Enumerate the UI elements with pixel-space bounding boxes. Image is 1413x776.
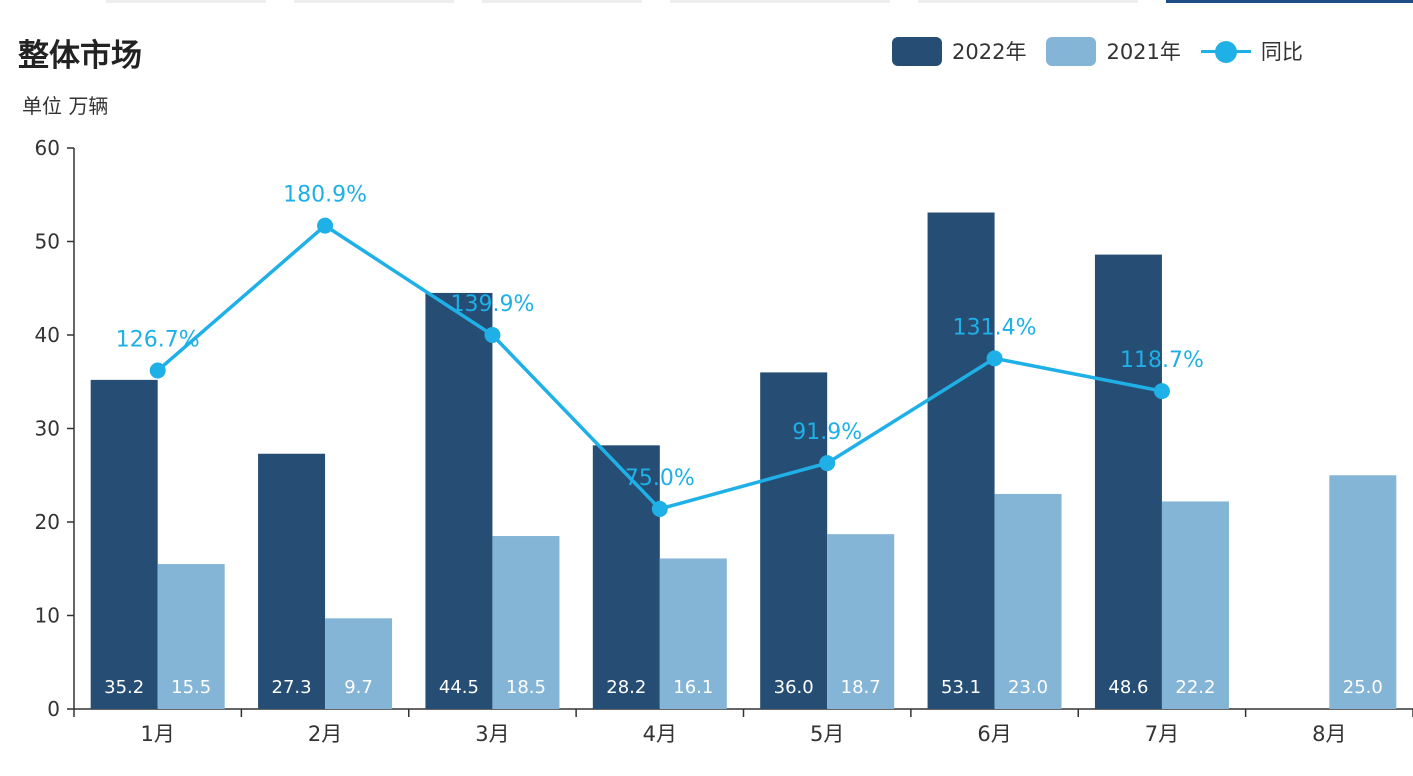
chart-title: 整体市场	[18, 38, 142, 74]
legend-label-2021: 2021年	[1106, 40, 1181, 64]
bar-2021-label: 18.7	[841, 677, 881, 698]
yoy-label: 180.9%	[283, 183, 367, 208]
legend-swatch-2022	[892, 36, 942, 66]
bar-2022-label: 36.0	[774, 677, 814, 698]
y-tick-label: 0	[47, 697, 60, 721]
bar-2022-label: 27.3	[272, 677, 312, 698]
tab-1[interactable]	[106, 0, 266, 3]
yoy-label: 131.4%	[953, 315, 1037, 340]
yoy-point	[651, 500, 668, 517]
bar-2022-label: 48.6	[1108, 677, 1148, 698]
yoy-label: 139.9%	[450, 292, 534, 317]
bar-2022	[592, 445, 660, 709]
yoy-label: 126.7%	[116, 328, 200, 353]
y-tick-label: 50	[35, 230, 60, 254]
x-tick-label: 7月	[1145, 722, 1179, 746]
yoy-point	[819, 455, 836, 472]
legend-item-yoy[interactable]: 同比	[1200, 36, 1303, 66]
bar-2022	[1094, 254, 1162, 709]
x-tick-label: 3月	[475, 722, 509, 746]
bar-2021-label: 15.5	[171, 677, 211, 698]
bar-2022-label: 28.2	[606, 677, 646, 698]
y-tick-label: 10	[35, 604, 60, 628]
bar-2021	[1329, 475, 1397, 709]
yoy-label: 75.0%	[625, 466, 695, 491]
tab-6-active[interactable]	[1166, 0, 1413, 3]
bar-2022-label: 53.1	[941, 677, 981, 698]
tab-5[interactable]	[918, 0, 1138, 3]
bar-2021-label: 9.7	[344, 677, 373, 698]
bar-2022	[927, 212, 995, 709]
bar-2022	[425, 292, 493, 709]
legend: 2022年 2021年 同比	[892, 34, 1323, 68]
x-tick-label: 4月	[643, 722, 677, 746]
bar-2021-label: 18.5	[506, 677, 546, 698]
yoy-point	[1153, 383, 1170, 400]
bar-2021-label: 23.0	[1008, 677, 1048, 698]
legend-label-2022: 2022年	[952, 40, 1027, 64]
y-tick-label: 20	[35, 510, 60, 534]
bar-2021-label: 22.2	[1175, 677, 1215, 698]
x-tick-label: 6月	[977, 722, 1011, 746]
legend-label-yoy: 同比	[1260, 40, 1303, 64]
x-tick-label: 8月	[1312, 722, 1346, 746]
yoy-label: 118.7%	[1120, 348, 1204, 373]
bar-2021-label: 16.1	[673, 677, 713, 698]
unit-label: 单位 万辆	[22, 94, 109, 118]
tab-3[interactable]	[482, 0, 642, 3]
yoy-point	[317, 217, 334, 234]
tab-2[interactable]	[294, 0, 454, 3]
y-tick-label: 60	[35, 136, 60, 160]
bar-2021	[157, 564, 225, 709]
yoy-point	[484, 327, 501, 343]
y-tick-label: 30	[35, 417, 60, 441]
bar-2022	[90, 379, 158, 709]
bar-2021	[325, 618, 393, 709]
x-tick-label: 1月	[141, 722, 175, 746]
tab-4[interactable]	[670, 0, 890, 3]
yoy-label: 91.9%	[792, 420, 862, 445]
tab-strip	[0, 0, 1413, 6]
yoy-point	[986, 350, 1003, 367]
x-tick-label: 2月	[308, 722, 342, 746]
legend-item-2022[interactable]: 2022年	[892, 36, 1026, 66]
y-tick-label: 40	[35, 323, 60, 347]
bar-2021	[1161, 501, 1229, 709]
x-tick-label: 5月	[810, 722, 844, 746]
bar-2021	[994, 493, 1062, 709]
legend-item-2021[interactable]: 2021年	[1046, 36, 1181, 66]
bar-2021-label: 25.0	[1343, 677, 1383, 698]
bar-2022	[760, 372, 828, 709]
legend-swatch-2021	[1046, 36, 1097, 66]
legend-swatch-yoy	[1200, 37, 1251, 66]
bar-2021	[827, 534, 895, 709]
bar-2022-label: 44.5	[439, 677, 479, 698]
bar-2022	[258, 453, 326, 709]
yoy-point	[149, 362, 166, 379]
bar-2021	[659, 558, 727, 709]
bar-2021	[492, 536, 560, 709]
bar-2022-label: 35.2	[104, 677, 144, 698]
